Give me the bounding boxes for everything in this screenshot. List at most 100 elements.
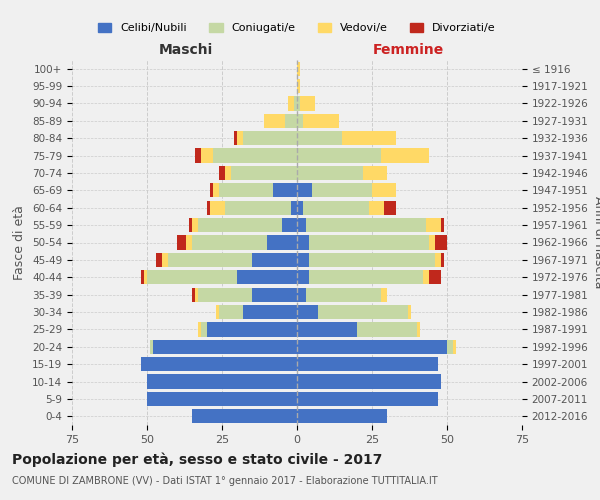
Bar (252, 288, 297, 302)
Bar (198, 322, 201, 336)
Bar (147, 374, 297, 388)
Bar (363, 166, 387, 180)
Bar (309, 253, 435, 267)
Bar (192, 409, 297, 424)
Bar (189, 218, 192, 232)
Text: COMUNE DI ZAMBRONE (VV) - Dati ISTAT 1° gennaio 2017 - Elaborazione TUTTITALIA.I: COMUNE DI ZAMBRONE (VV) - Dati ISTAT 1° … (12, 476, 437, 486)
Bar (297, 340, 447, 354)
Bar (297, 288, 306, 302)
Bar (144, 270, 147, 284)
Bar (369, 200, 384, 215)
Bar (213, 183, 219, 198)
Bar (210, 200, 225, 215)
Bar (309, 270, 423, 284)
Bar (147, 270, 237, 284)
Bar (153, 340, 297, 354)
Bar (453, 340, 456, 354)
Bar (435, 236, 447, 250)
Bar (297, 131, 342, 146)
Bar (267, 236, 297, 250)
Bar (312, 183, 372, 198)
Bar (150, 340, 153, 354)
Bar (264, 114, 285, 128)
Bar (423, 270, 429, 284)
Bar (210, 183, 213, 198)
Text: Popolazione per età, sesso e stato civile - 2017: Popolazione per età, sesso e stato civil… (12, 452, 382, 467)
Bar (384, 200, 396, 215)
Legend: Celibi/Nubili, Coniugati/e, Vedovi/e, Divorziati/e: Celibi/Nubili, Coniugati/e, Vedovi/e, Di… (94, 18, 500, 38)
Bar (252, 253, 297, 267)
Bar (219, 305, 243, 319)
Bar (306, 218, 426, 232)
Bar (186, 236, 192, 250)
Bar (285, 114, 297, 128)
Bar (141, 357, 297, 372)
Bar (147, 392, 297, 406)
Bar (318, 305, 408, 319)
Text: Maschi: Maschi (159, 42, 213, 56)
Bar (357, 322, 417, 336)
Bar (297, 79, 300, 93)
Bar (273, 183, 297, 198)
Bar (198, 218, 282, 232)
Bar (303, 200, 369, 215)
Bar (177, 236, 186, 250)
Bar (447, 340, 453, 354)
Bar (426, 218, 441, 232)
Bar (141, 270, 144, 284)
Bar (225, 166, 231, 180)
Bar (195, 148, 201, 162)
Bar (207, 322, 297, 336)
Bar (219, 183, 273, 198)
Bar (234, 131, 237, 146)
Bar (297, 200, 303, 215)
Bar (297, 166, 363, 180)
Bar (282, 218, 297, 232)
Bar (219, 166, 225, 180)
Bar (300, 96, 315, 110)
Bar (297, 392, 438, 406)
Bar (372, 183, 396, 198)
Bar (156, 253, 162, 267)
Bar (435, 253, 441, 267)
Bar (297, 305, 318, 319)
Bar (342, 131, 396, 146)
Bar (216, 305, 219, 319)
Bar (297, 96, 300, 110)
Y-axis label: Fasce di età: Fasce di età (13, 205, 26, 280)
Bar (291, 200, 297, 215)
Bar (192, 218, 198, 232)
Bar (303, 114, 339, 128)
Y-axis label: Anni di nascita: Anni di nascita (592, 196, 600, 289)
Bar (243, 305, 297, 319)
Bar (309, 236, 429, 250)
Bar (213, 148, 297, 162)
Bar (429, 236, 435, 250)
Bar (306, 288, 381, 302)
Bar (192, 236, 267, 250)
Bar (297, 114, 303, 128)
Bar (192, 288, 195, 302)
Bar (195, 288, 198, 302)
Bar (297, 253, 309, 267)
Bar (297, 62, 300, 76)
Bar (441, 218, 444, 232)
Bar (162, 253, 168, 267)
Bar (417, 322, 420, 336)
Bar (168, 253, 252, 267)
Bar (237, 270, 297, 284)
Bar (297, 183, 312, 198)
Bar (297, 236, 309, 250)
Bar (297, 218, 306, 232)
Text: Femmine: Femmine (373, 42, 443, 56)
Bar (207, 200, 210, 215)
Bar (201, 322, 207, 336)
Bar (408, 305, 411, 319)
Bar (198, 288, 252, 302)
Bar (381, 288, 387, 302)
Bar (288, 96, 294, 110)
Bar (441, 253, 444, 267)
Bar (429, 270, 441, 284)
Bar (297, 270, 309, 284)
Bar (225, 200, 291, 215)
